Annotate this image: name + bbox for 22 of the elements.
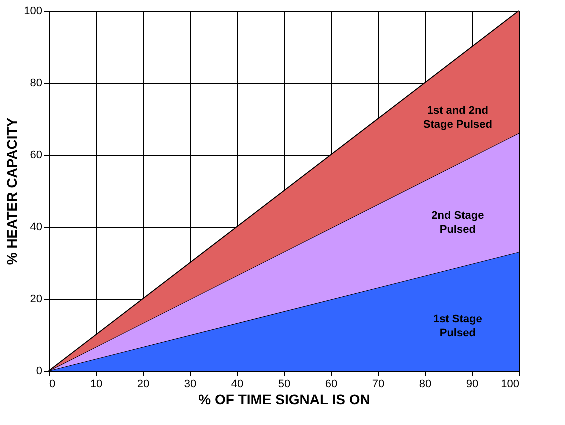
x-tick-label: 100 (501, 378, 520, 390)
y-tick-label: 100 (24, 6, 42, 18)
x-tick-label: 80 (419, 378, 432, 390)
x-tick-label: 20 (137, 378, 150, 390)
y-tick-label: 20 (30, 294, 42, 306)
x-tick-label: 30 (184, 378, 197, 390)
y-tick-label: 80 (30, 78, 42, 90)
y-tick-label: 0 (36, 366, 42, 378)
y-axis-title: % HEATER CAPACITY (4, 117, 20, 266)
x-tick-label: 50 (278, 378, 291, 390)
x-tick-label: 10 (90, 378, 103, 390)
x-tick-label: 70 (372, 378, 385, 390)
x-tick-label: 40 (231, 378, 244, 390)
x-tick-label: 0 (50, 378, 56, 390)
x-tick-label: 90 (466, 378, 479, 390)
y-tick-label: 60 (30, 150, 42, 162)
series-label: 1st Stage Pulsed (433, 313, 482, 340)
x-tick-label: 60 (325, 378, 338, 390)
x-axis-title: % OF TIME SIGNAL IS ON (198, 392, 370, 408)
series-label: 2nd Stage Pulsed (432, 210, 484, 236)
series-label: 1st and 2nd Stage Pulsed (423, 105, 492, 132)
y-tick-label: 40 (30, 222, 42, 234)
